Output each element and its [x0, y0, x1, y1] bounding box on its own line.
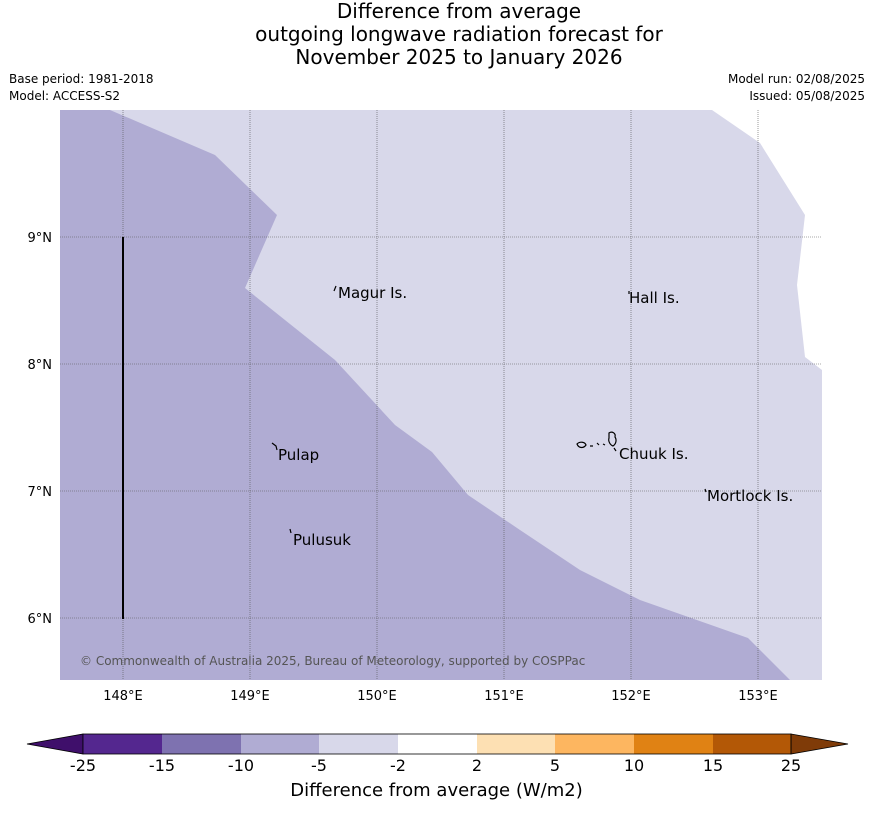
lon-label-148: 148°E: [103, 689, 143, 704]
colorbar-segment-5: [398, 734, 477, 754]
colorbar-segment-4: [319, 734, 398, 754]
title-line-3: November 2025 to January 2026: [295, 45, 623, 69]
colorbar-tick: 10: [623, 756, 645, 775]
island-mortlock: [704, 488, 707, 493]
info-right: Model run: 02/08/2025 Issued: 05/08/2025: [728, 71, 865, 105]
lon-label-153: 153°E: [738, 689, 778, 704]
colorbar-left-extension: [26, 733, 84, 755]
base-period: Base period: 1981-2018: [9, 72, 154, 86]
title-line-1: Difference from average: [336, 0, 582, 23]
colorbar-tick: 2: [471, 756, 483, 775]
island-chuuk: [576, 431, 617, 452]
colorbar-segment-7: [555, 734, 634, 754]
colorbar-segment-6: [477, 734, 555, 754]
colorbar-segment-8: [634, 734, 713, 754]
colorbar-tick: 15: [702, 756, 724, 775]
colorbar-tick: -5: [311, 756, 327, 775]
colorbar-segment-9: [713, 734, 791, 754]
issued-date: Issued: 05/08/2025: [749, 89, 865, 103]
place-chuuk: Chuuk Is.: [619, 445, 688, 463]
colorbar-tick: 5: [549, 756, 561, 775]
colorbar-segment-2: [162, 734, 241, 754]
colorbar-outline: [82, 733, 792, 755]
model-run: Model run: 02/08/2025: [727, 72, 865, 86]
lon-label-149: 149°E: [230, 689, 270, 704]
colorbar-right-extension: [790, 733, 849, 755]
lat-label-7n: 7°N: [28, 485, 53, 500]
place-pulap: Pulap: [278, 446, 319, 464]
lon-label-150: 150°E: [357, 689, 397, 704]
title-line-2: outgoing longwave radiation forecast for: [255, 22, 663, 46]
place-magur: Magur Is.: [338, 284, 407, 302]
lat-label-8n: 8°N: [28, 358, 53, 373]
colorbar: [26, 733, 849, 755]
longitude-labels: 148°E 149°E 150°E 151°E 152°E 153°E: [103, 689, 778, 704]
colorbar-tick: -2: [390, 756, 406, 775]
colorbar-segment-1: [83, 734, 162, 754]
copyright-notice: © Commonwealth of Australia 2025, Bureau…: [80, 654, 585, 668]
colorbar-tick: -15: [148, 756, 176, 775]
map-title: Difference from average outgoing longwav…: [0, 0, 873, 69]
lon-label-151: 151°E: [484, 689, 524, 704]
place-pulusuk: Pulusuk: [293, 531, 351, 549]
island-pulusuk: [289, 528, 292, 534]
latitude-labels: 9°N 8°N 7°N 6°N: [28, 231, 53, 627]
island-magur: [333, 285, 337, 292]
region-dark: [60, 110, 790, 680]
colorbar-tick: -25: [69, 756, 97, 775]
place-mortlock: Mortlock Is.: [707, 487, 793, 505]
island-markers: [271, 285, 707, 534]
model-name: Model: ACCESS-S2: [9, 89, 121, 103]
colorbar-tick: -10: [227, 756, 255, 775]
island-pulap: [271, 442, 278, 451]
lat-label-9n: 9°N: [28, 231, 53, 246]
lat-label-6n: 6°N: [28, 612, 53, 627]
place-hall: Hall Is.: [629, 289, 680, 307]
colorbar-title: Difference from average (W/m2): [290, 780, 583, 801]
colorbar-tick: 25: [780, 756, 802, 775]
info-left: Base period: 1981-2018 Model: ACCESS-S2: [9, 71, 154, 105]
lon-label-152: 152°E: [611, 689, 651, 704]
colorbar-segment-3: [241, 734, 319, 754]
region-nodata: [712, 110, 822, 370]
